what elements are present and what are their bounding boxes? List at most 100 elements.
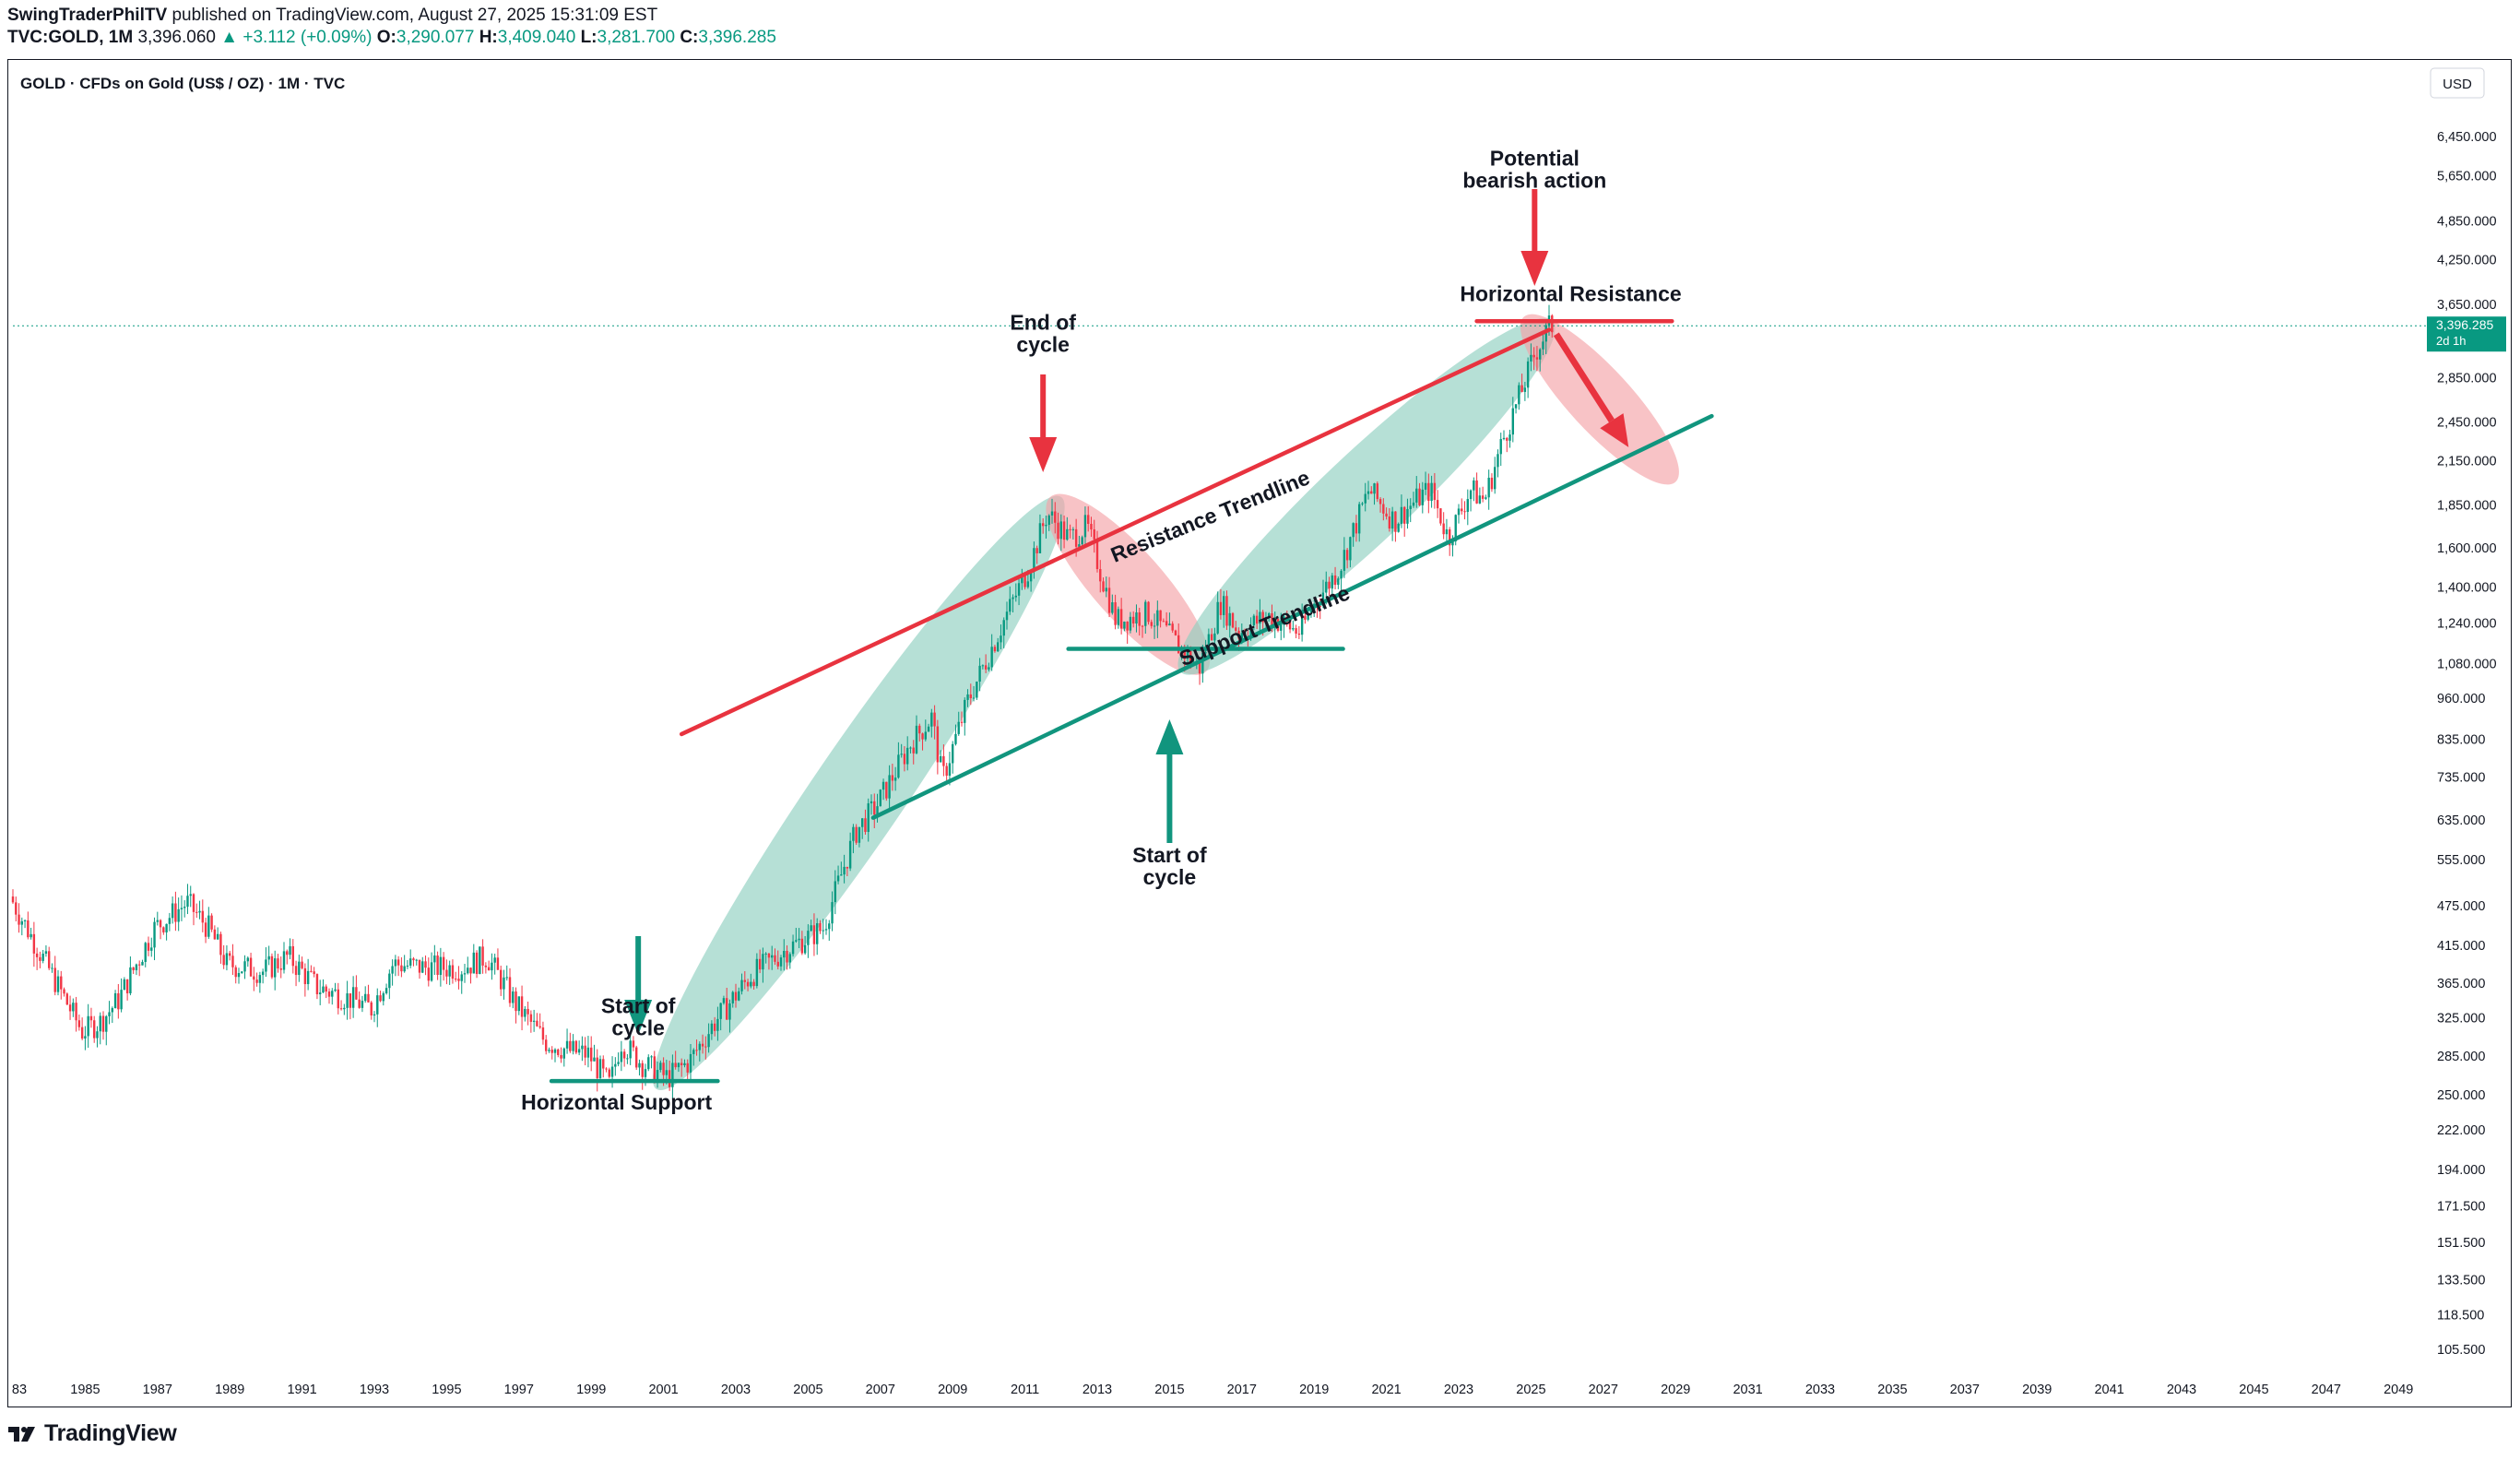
low-value: 3,281.700 <box>597 28 676 47</box>
time-tick-label: 1995 <box>432 1383 461 1397</box>
candle-body <box>816 923 819 944</box>
price-axis[interactable]: 6,450.000 5,650.000 4,850.000 4,250.000 3,65… <box>2437 130 2497 1358</box>
candle-body <box>358 999 361 1008</box>
candle-body <box>653 1056 656 1083</box>
candle-body <box>418 959 421 973</box>
author-name[interactable]: SwingTraderPhilTV <box>7 6 168 25</box>
candle <box>945 763 948 783</box>
candle <box>1463 501 1466 520</box>
candle-body <box>159 920 162 928</box>
candle <box>581 1036 584 1062</box>
candle-body <box>1539 349 1542 360</box>
candle-body <box>532 1020 536 1022</box>
candle-body <box>1376 483 1378 500</box>
time-axis[interactable]: 83 1985 1987 1989 1991 1993 1995 1997 1999 2001 20… <box>12 1383 2413 1397</box>
candle <box>840 861 843 876</box>
candle <box>726 987 728 1020</box>
candle-body <box>234 967 237 978</box>
candle-body <box>32 933 36 954</box>
candle-body <box>469 967 472 974</box>
candle <box>1481 486 1485 503</box>
candle <box>719 1003 722 1031</box>
candle-body <box>1009 599 1012 612</box>
candle-body <box>120 990 123 1010</box>
candle <box>545 1035 548 1055</box>
candle-body <box>870 801 873 804</box>
candle-body <box>1261 611 1264 623</box>
candle <box>313 967 315 978</box>
candle <box>183 900 186 918</box>
candle <box>337 982 339 1015</box>
candle <box>500 965 503 996</box>
candle <box>779 955 783 971</box>
candle <box>68 995 72 1020</box>
candle <box>692 1048 695 1066</box>
candle <box>873 793 876 828</box>
candle-body <box>1297 633 1301 635</box>
candle <box>538 1013 541 1029</box>
candle <box>1523 381 1527 401</box>
candle <box>1370 486 1373 494</box>
candle <box>888 765 891 808</box>
candle-body <box>743 979 746 982</box>
candle <box>560 1047 562 1063</box>
candle-body <box>231 956 234 967</box>
candle <box>1551 314 1554 338</box>
candle <box>569 1032 572 1053</box>
candle-body <box>1210 634 1213 641</box>
candle-body <box>867 803 870 832</box>
candle <box>921 732 924 751</box>
candle-body <box>698 1043 701 1050</box>
candle <box>1231 611 1235 629</box>
time-tick-label: 1991 <box>287 1383 316 1397</box>
candle <box>1497 449 1499 478</box>
candle-body <box>171 903 174 919</box>
candle <box>846 866 849 876</box>
candle-body <box>843 866 846 875</box>
currency-button[interactable]: USD <box>2430 67 2485 99</box>
candle-body <box>848 840 852 869</box>
candle-body <box>433 955 436 963</box>
candle-body <box>391 966 394 974</box>
candle-body <box>644 1069 647 1077</box>
candle <box>144 942 147 967</box>
bearish-projection-arrow-icon <box>1553 332 1629 447</box>
candle-body <box>306 970 310 985</box>
candle-body <box>786 950 788 963</box>
candle-body <box>1165 621 1168 626</box>
candle-body <box>602 1059 605 1069</box>
candle-body <box>1177 635 1180 654</box>
candle <box>668 1060 671 1091</box>
ohlc-bar: TVC:GOLD, 1M 3,396.060 ▲ +3.112 (+0.09%)… <box>7 28 776 48</box>
candle <box>608 1067 610 1079</box>
candle <box>229 950 231 961</box>
candle-body <box>1240 633 1243 639</box>
candle-body <box>286 951 289 956</box>
candle-body <box>779 957 783 967</box>
candle <box>1535 346 1539 372</box>
candle-body <box>337 989 339 1009</box>
candle-body <box>500 969 503 990</box>
candle <box>1216 591 1219 635</box>
candle-body <box>439 956 443 976</box>
candle-body <box>1021 575 1023 584</box>
candle-body <box>382 992 385 1002</box>
candle-body <box>243 961 246 972</box>
candle-body <box>1264 617 1268 623</box>
candle-body <box>1017 583 1021 596</box>
candle <box>213 925 217 940</box>
candle <box>683 1059 686 1068</box>
candle-body <box>1129 616 1132 631</box>
candle-body <box>719 1003 722 1019</box>
candle <box>1071 527 1075 540</box>
candle-body <box>255 979 258 983</box>
candle-body <box>1162 621 1165 623</box>
price-tick-label: 555.000 <box>2437 853 2485 868</box>
candle <box>325 984 327 999</box>
candle <box>1280 612 1283 641</box>
candle-body <box>436 955 439 976</box>
candle-body <box>776 961 779 967</box>
candle-body <box>1005 611 1009 621</box>
candle <box>1427 473 1430 514</box>
